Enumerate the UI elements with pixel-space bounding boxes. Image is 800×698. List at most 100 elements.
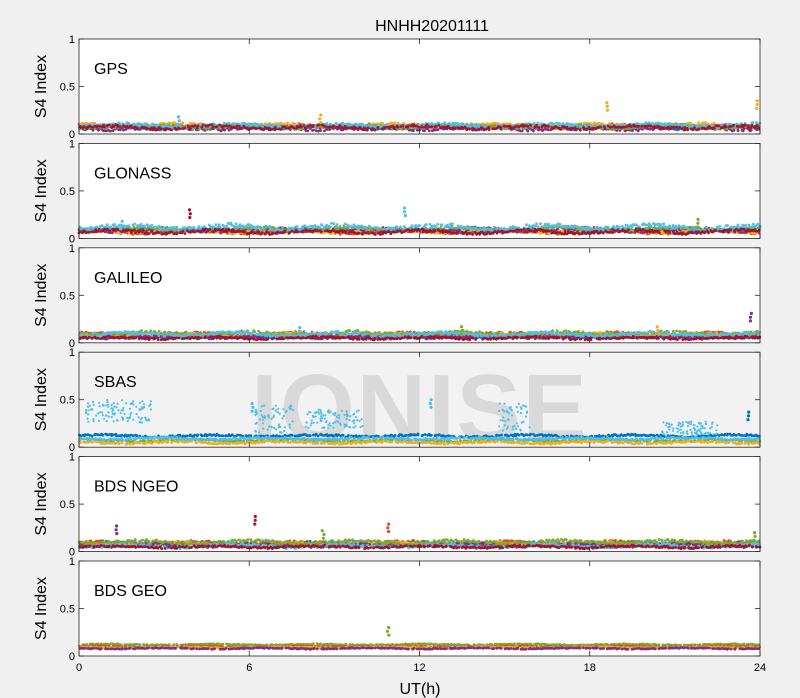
data-point	[559, 127, 562, 131]
data-point	[532, 129, 535, 133]
data-point	[568, 124, 571, 128]
data-point	[508, 122, 512, 126]
data-point	[356, 128, 360, 132]
data-point	[139, 222, 143, 226]
data-point	[332, 124, 336, 128]
data-point	[693, 126, 696, 130]
data-point	[605, 104, 609, 108]
data-point	[691, 124, 695, 127]
data-point	[605, 101, 609, 105]
data-point	[582, 121, 586, 125]
data-point	[751, 121, 755, 125]
data-point	[393, 126, 397, 130]
data-point	[743, 123, 747, 127]
data-point	[319, 129, 323, 133]
data-point	[526, 129, 530, 133]
data-point	[656, 124, 660, 128]
data-point	[689, 121, 692, 125]
data-point	[396, 125, 400, 129]
data-point	[541, 128, 545, 132]
data-point	[259, 123, 263, 127]
data-point	[189, 127, 192, 130]
data-point	[587, 125, 591, 129]
data-point	[306, 129, 310, 133]
data-point	[529, 123, 532, 127]
data-point	[292, 126, 296, 130]
data-point	[319, 113, 323, 117]
data-point	[151, 123, 155, 127]
data-point	[401, 124, 405, 127]
data-point	[137, 226, 140, 230]
data-point	[227, 124, 231, 128]
data-point	[150, 223, 154, 227]
data-point	[427, 129, 431, 133]
data-point	[649, 127, 652, 131]
data-point	[323, 125, 327, 128]
data-point	[132, 122, 136, 126]
data-point	[143, 224, 146, 228]
data-point	[329, 123, 333, 126]
data-point	[201, 123, 205, 127]
data-point	[318, 117, 322, 121]
data-point	[662, 127, 666, 131]
data-point	[686, 128, 690, 132]
data-point	[366, 126, 370, 130]
data-point	[593, 121, 596, 125]
data-point	[109, 129, 112, 133]
data-point	[192, 226, 196, 229]
data-point	[346, 126, 349, 130]
data-point	[162, 226, 166, 230]
data-point	[732, 123, 735, 127]
data-point	[477, 127, 481, 131]
data-point	[704, 127, 707, 130]
data-point	[653, 125, 657, 129]
data-point	[666, 125, 670, 129]
data-point	[215, 125, 219, 129]
data-point	[175, 226, 179, 229]
data-point	[499, 126, 503, 130]
data-point	[227, 121, 231, 125]
data-point	[176, 122, 180, 127]
data-point	[177, 119, 181, 123]
data-point	[396, 121, 400, 125]
data-point	[697, 128, 701, 131]
data-point	[483, 127, 487, 131]
data-point	[430, 125, 434, 128]
data-point	[425, 123, 429, 126]
data-point	[708, 126, 712, 129]
data-point	[85, 122, 88, 125]
data-point	[82, 125, 86, 129]
data-point	[256, 122, 260, 126]
data-point	[170, 128, 174, 132]
data-point	[311, 124, 315, 127]
data-point	[491, 124, 495, 128]
data-point	[178, 127, 182, 131]
data-point	[537, 126, 541, 129]
data-point	[645, 227, 648, 230]
data-point	[171, 121, 175, 125]
data-point	[724, 125, 728, 129]
data-point	[254, 127, 258, 130]
data-point	[649, 124, 652, 128]
data-point	[704, 124, 708, 127]
data-point	[127, 224, 130, 228]
data-point	[183, 226, 187, 230]
data-point	[747, 124, 750, 128]
series-points	[77, 99, 762, 133]
data-point	[373, 128, 377, 132]
data-point	[144, 123, 148, 127]
data-point	[222, 124, 226, 128]
data-point	[108, 123, 111, 127]
data-point	[283, 122, 286, 126]
data-point	[755, 99, 759, 103]
data-point	[749, 128, 753, 132]
data-point	[630, 125, 633, 128]
data-point	[447, 121, 451, 125]
data-point	[603, 127, 607, 130]
data-point	[109, 225, 113, 229]
data-point	[133, 222, 136, 226]
data-point	[535, 123, 538, 127]
data-point	[393, 121, 397, 125]
figure-title: HNHH20201111	[375, 18, 489, 35]
